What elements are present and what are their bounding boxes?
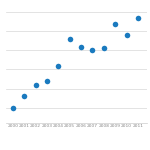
Point [12, 106, 14, 109]
Point [57, 64, 60, 67]
Point [125, 34, 128, 36]
Point [91, 49, 94, 52]
Point [114, 22, 116, 25]
Point [46, 80, 48, 82]
Point [23, 95, 25, 98]
Point [69, 38, 71, 40]
Point [80, 45, 82, 48]
Point [103, 47, 105, 50]
Point [34, 84, 37, 86]
Point [137, 17, 139, 19]
